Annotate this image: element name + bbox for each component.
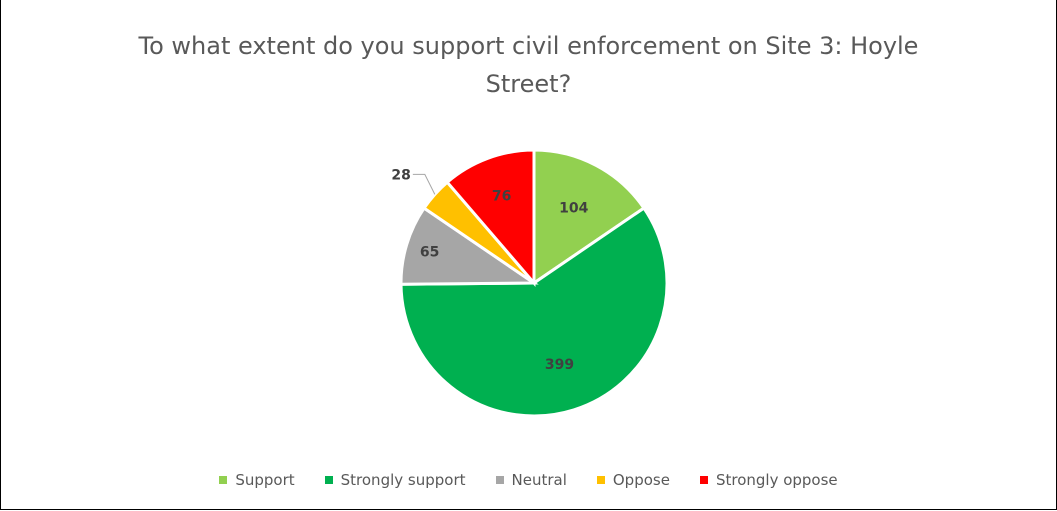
- legend-label: Strongly oppose: [715, 471, 838, 489]
- legend-swatch: [699, 476, 708, 484]
- pie-slice-support: [532, 148, 646, 286]
- legend-item-neutral: Neutral: [495, 471, 567, 489]
- leader-line-oppose: [412, 173, 436, 195]
- legend-label: Neutral: [511, 471, 567, 489]
- legend-item-support: Support: [219, 471, 295, 489]
- legend-swatch: [596, 476, 605, 484]
- pie-slice-neutral: [399, 205, 539, 286]
- data-label-strongly-support: 399: [545, 357, 574, 373]
- data-label-strongly-oppose: 76: [492, 189, 511, 205]
- data-label-support: 104: [559, 201, 588, 217]
- chart-title-line-2: Street?: [485, 70, 572, 98]
- legend-item-strongly-oppose: Strongly oppose: [699, 471, 838, 489]
- legend-swatch: [219, 476, 228, 484]
- pie-slice-strongly-support: [399, 205, 669, 418]
- chart-title-line-1: To what extent do you support civil enfo…: [138, 32, 919, 60]
- legend: Support Strongly support Neutral Oppose Stro…: [0, 471, 1057, 489]
- legend-label: Oppose: [612, 471, 670, 489]
- data-label-neutral: 65: [420, 244, 439, 260]
- data-label-oppose: 28: [391, 167, 410, 183]
- legend-label: Support: [235, 471, 295, 489]
- pie-slice-strongly-oppose: [445, 148, 536, 288]
- legend-swatch: [495, 476, 504, 484]
- legend-swatch: [324, 476, 333, 484]
- legend-item-oppose: Oppose: [596, 471, 670, 489]
- legend-item-strongly-support: Strongly support: [324, 471, 466, 489]
- legend-label: Strongly support: [340, 471, 466, 489]
